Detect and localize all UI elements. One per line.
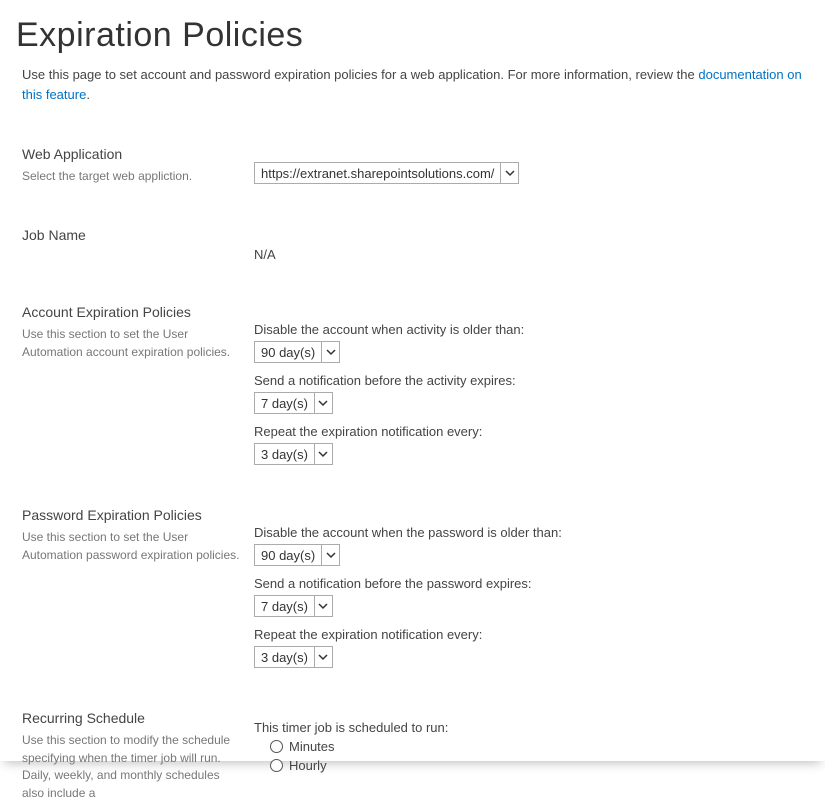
account-title: Account Expiration Policies — [22, 304, 254, 320]
section-left: Job Name — [22, 227, 254, 262]
section-left: Web Application Select the target web ap… — [22, 146, 254, 185]
select-value: 90 day(s) — [255, 342, 321, 362]
section-right: N/A — [254, 227, 809, 262]
chevron-down-icon — [314, 444, 332, 464]
select-value: 90 day(s) — [255, 545, 321, 565]
section-right: Disable the account when the password is… — [254, 507, 809, 668]
schedule-label: This timer job is scheduled to run: — [254, 720, 809, 735]
section-web-application: Web Application Select the target web ap… — [16, 146, 809, 185]
webapp-title: Web Application — [22, 146, 254, 162]
radio-icon — [270, 740, 283, 753]
webapp-select-value: https://extranet.sharepointsolutions.com… — [255, 163, 500, 183]
section-right: Disable the account when activity is old… — [254, 304, 809, 465]
account-notify-label: Send a notification before the activity … — [254, 373, 809, 388]
schedule-title: Recurring Schedule — [22, 710, 254, 726]
account-disable-label: Disable the account when activity is old… — [254, 322, 809, 337]
password-notify-label: Send a notification before the password … — [254, 576, 809, 591]
password-title: Password Expiration Policies — [22, 507, 254, 523]
intro-paragraph: Use this page to set account and passwor… — [22, 65, 809, 104]
password-repeat-select[interactable]: 3 day(s) — [254, 646, 333, 668]
account-repeat-label: Repeat the expiration notification every… — [254, 424, 809, 439]
select-value: 7 day(s) — [255, 393, 314, 413]
page-container: Expiration Policies Use this page to set… — [0, 0, 825, 761]
chevron-down-icon — [321, 342, 339, 362]
jobname-title: Job Name — [22, 227, 254, 243]
radio-icon — [270, 759, 283, 772]
section-left: Recurring Schedule Use this section to m… — [22, 710, 254, 802]
page-title: Expiration Policies — [16, 16, 809, 55]
password-disable-label: Disable the account when the password is… — [254, 525, 809, 540]
chevron-down-icon — [314, 647, 332, 667]
account-disable-select[interactable]: 90 day(s) — [254, 341, 340, 363]
chevron-down-icon — [314, 596, 332, 616]
password-desc: Use this section to set the User Automat… — [22, 529, 254, 564]
password-disable-select[interactable]: 90 day(s) — [254, 544, 340, 566]
chevron-down-icon — [321, 545, 339, 565]
section-recurring-schedule: Recurring Schedule Use this section to m… — [16, 710, 809, 802]
section-password-expiration: Password Expiration Policies Use this se… — [16, 507, 809, 668]
chevron-down-icon — [314, 393, 332, 413]
schedule-desc: Use this section to modify the schedule … — [22, 732, 254, 802]
password-repeat-label: Repeat the expiration notification every… — [254, 627, 809, 642]
section-right: https://extranet.sharepointsolutions.com… — [254, 146, 809, 185]
section-right: This timer job is scheduled to run: Minu… — [254, 710, 809, 802]
password-notify-select[interactable]: 7 day(s) — [254, 595, 333, 617]
select-value: 3 day(s) — [255, 647, 314, 667]
chevron-down-icon — [500, 163, 518, 183]
webapp-select[interactable]: https://extranet.sharepointsolutions.com… — [254, 162, 519, 184]
webapp-desc: Select the target web appliction. — [22, 168, 254, 185]
section-account-expiration: Account Expiration Policies Use this sec… — [16, 304, 809, 465]
jobname-value: N/A — [254, 229, 809, 262]
section-left: Account Expiration Policies Use this sec… — [22, 304, 254, 465]
intro-suffix: . — [86, 87, 90, 102]
section-left: Password Expiration Policies Use this se… — [22, 507, 254, 668]
select-value: 3 day(s) — [255, 444, 314, 464]
intro-text: Use this page to set account and passwor… — [22, 67, 698, 82]
radio-minutes-label: Minutes — [289, 739, 335, 754]
section-job-name: Job Name N/A — [16, 227, 809, 262]
account-repeat-select[interactable]: 3 day(s) — [254, 443, 333, 465]
radio-minutes[interactable]: Minutes — [270, 739, 809, 754]
account-notify-select[interactable]: 7 day(s) — [254, 392, 333, 414]
select-value: 7 day(s) — [255, 596, 314, 616]
account-desc: Use this section to set the User Automat… — [22, 326, 254, 361]
